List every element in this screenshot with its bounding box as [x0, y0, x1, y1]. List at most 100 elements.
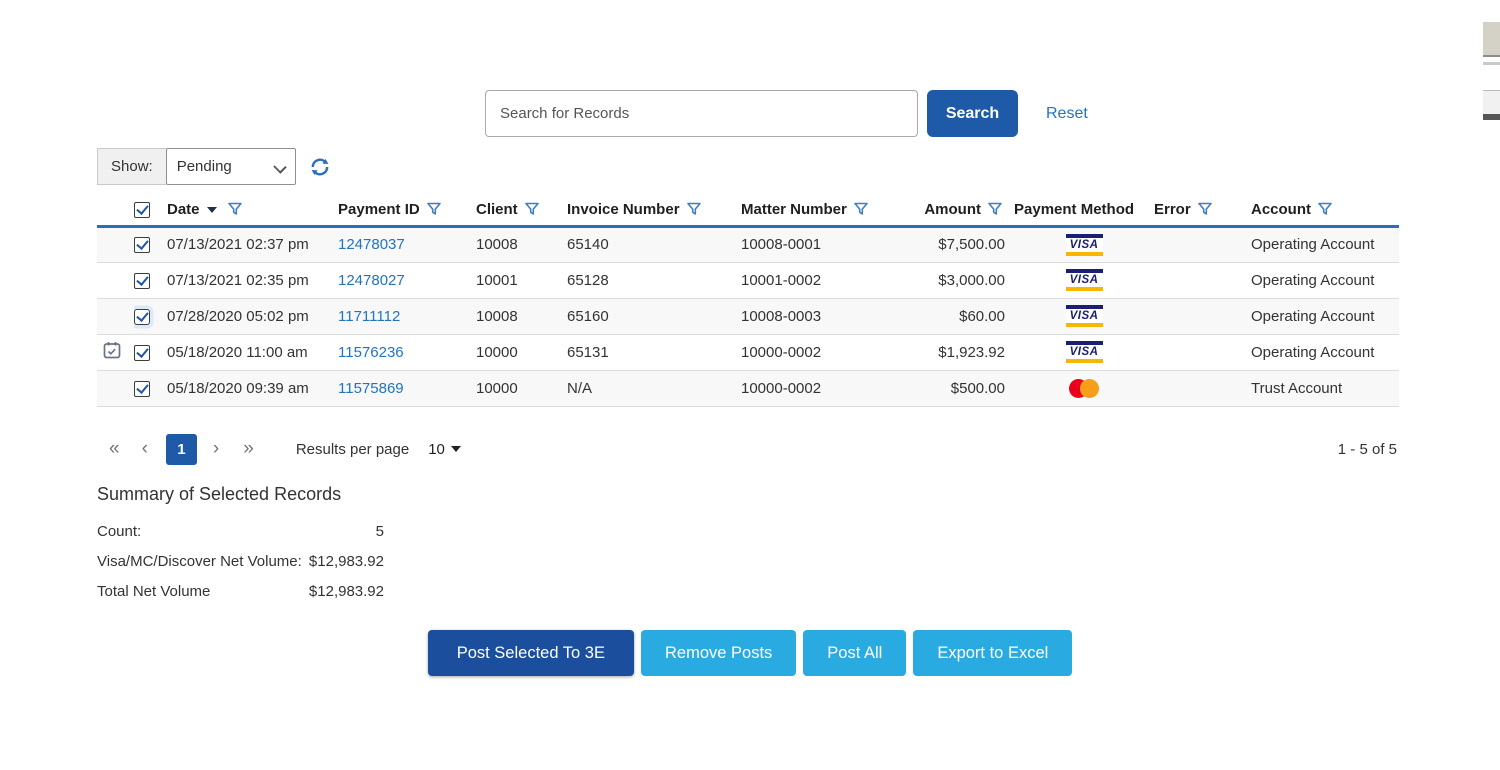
table-row: 07/13/2021 02:37 pm 12478037 10008 65140…: [97, 226, 1399, 263]
error-cell: [1154, 226, 1232, 263]
payment-method-cell: VISA: [1014, 298, 1154, 335]
amount-cell: $1,923.92: [919, 334, 1014, 371]
account-cell: Operating Account: [1232, 262, 1399, 299]
search-bar: Search Reset: [485, 90, 1088, 137]
column-label: Payment ID: [338, 201, 420, 219]
payment-id-link[interactable]: 11576236: [338, 343, 404, 361]
payment-method-cell: VISA: [1014, 226, 1154, 263]
column-header-date[interactable]: Date: [167, 195, 338, 228]
action-button-bar: Post Selected To 3E Remove Posts Post Al…: [0, 630, 1500, 676]
column-header-amount[interactable]: Amount: [919, 195, 1014, 228]
amount-cell: $500.00: [919, 370, 1014, 407]
gutter-cell: [97, 262, 134, 299]
column-header-payment-id[interactable]: Payment ID: [338, 195, 476, 228]
column-header-invoice-number[interactable]: Invoice Number: [567, 195, 741, 228]
card-brand-icon: VISA: [1065, 269, 1103, 291]
reset-link[interactable]: Reset: [1046, 104, 1088, 122]
table-row: 05/18/2020 11:00 am 11576236 10000 65131…: [97, 334, 1399, 371]
scrollbar-fragment[interactable]: [1483, 114, 1500, 120]
payment-id-cell: 12478037: [338, 226, 476, 263]
gutter-header: [97, 195, 134, 228]
remove-posts-button[interactable]: Remove Posts: [641, 630, 797, 676]
filter-icon[interactable]: [1318, 202, 1332, 216]
date-cell: 07/28/2020 05:02 pm: [167, 298, 338, 335]
show-filter: Show: Pending: [97, 148, 330, 185]
per-page-value: 10: [428, 440, 445, 458]
search-input[interactable]: [485, 90, 918, 137]
client-cell: 10000: [476, 370, 567, 407]
row-checkbox[interactable]: [134, 308, 150, 325]
matter-cell: 10008-0003: [741, 298, 919, 335]
card-brand-icon: VISA: [1065, 305, 1103, 327]
row-checkbox[interactable]: [134, 237, 150, 254]
payment-id-link[interactable]: 11575869: [338, 379, 404, 397]
select-all-checkbox[interactable]: [134, 202, 150, 219]
column-header-client[interactable]: Client: [476, 195, 567, 228]
summary-value: $12,983.92: [308, 583, 384, 600]
per-page-dropdown[interactable]: 10: [428, 441, 461, 458]
next-page-button[interactable]: ›: [212, 438, 220, 459]
payment-method-cell: VISA: [1014, 262, 1154, 299]
date-cell: 07/13/2021 02:35 pm: [167, 262, 338, 299]
post-all-button[interactable]: Post All: [803, 630, 907, 676]
column-header-matter-number[interactable]: Matter Number: [741, 195, 919, 228]
row-checkbox[interactable]: [134, 380, 150, 397]
row-checkbox-cell: [134, 298, 167, 335]
summary-row-card-volume: Visa/MC/Discover Net Volume: $12,983.92: [97, 553, 384, 570]
error-cell: [1154, 334, 1232, 371]
first-page-button[interactable]: «: [109, 438, 120, 459]
row-checkbox[interactable]: [134, 272, 150, 289]
filter-icon[interactable]: [854, 202, 868, 216]
page-number-button[interactable]: 1: [165, 433, 197, 465]
column-label: Amount: [924, 201, 981, 219]
filter-icon[interactable]: [524, 202, 539, 216]
refresh-icon[interactable]: [310, 157, 330, 177]
sort-desc-icon: [206, 206, 217, 213]
select-all-cell: [134, 195, 167, 228]
column-header-payment-method[interactable]: Payment Method: [1014, 195, 1154, 228]
payment-id-link[interactable]: 12478027: [338, 271, 405, 289]
column-label: Invoice Number: [567, 201, 680, 219]
summary-label: Total Net Volume: [97, 583, 211, 600]
column-label: Client: [476, 201, 518, 219]
date-cell: 05/18/2020 09:39 am: [167, 370, 338, 407]
error-cell: [1154, 370, 1232, 407]
payments-table: Date Payment ID Client Invoice Number Ma…: [97, 195, 1399, 407]
amount-cell: $60.00: [919, 298, 1014, 335]
matter-cell: 10000-0002: [741, 334, 919, 371]
post-selected-button[interactable]: Post Selected To 3E: [427, 630, 634, 676]
search-button[interactable]: Search: [927, 90, 1018, 137]
scrollbar-fragment[interactable]: [1483, 90, 1500, 114]
filter-icon[interactable]: [227, 202, 242, 216]
table-header-row: Date Payment ID Client Invoice Number Ma…: [97, 195, 1399, 228]
payment-id-link[interactable]: 12478037: [338, 236, 405, 253]
export-excel-button[interactable]: Export to Excel: [913, 630, 1073, 676]
row-checkbox-cell: [134, 262, 167, 299]
invoice-cell: N/A: [567, 370, 741, 407]
prev-page-button[interactable]: ‹: [141, 438, 148, 459]
chevron-down-icon: [450, 446, 461, 452]
account-cell: Trust Account: [1232, 370, 1399, 407]
filter-icon[interactable]: [426, 202, 441, 216]
column-label: Date: [167, 201, 200, 219]
column-label: Account: [1251, 201, 1311, 219]
column-header-error[interactable]: Error: [1154, 195, 1232, 228]
row-checkbox-cell: [134, 370, 167, 407]
matter-cell: 10008-0001: [741, 226, 919, 263]
last-page-button[interactable]: »: [243, 438, 254, 459]
table-row: 07/13/2021 02:35 pm 12478027 10001 65128…: [97, 262, 1399, 299]
row-checkbox-cell: [134, 226, 167, 263]
filter-icon[interactable]: [686, 202, 701, 216]
show-label: Show:: [97, 148, 166, 185]
gutter-cell: [97, 226, 134, 263]
error-cell: [1154, 298, 1232, 335]
summary-row-count: Count: 5: [97, 523, 384, 540]
column-header-account[interactable]: Account: [1232, 195, 1399, 228]
row-checkbox[interactable]: [134, 344, 150, 361]
filter-icon[interactable]: [1197, 202, 1212, 216]
payment-id-link[interactable]: 11711112: [338, 307, 401, 325]
filter-icon[interactable]: [988, 202, 1002, 216]
show-select[interactable]: Pending: [165, 148, 296, 185]
account-cell: Operating Account: [1232, 298, 1399, 335]
table-row: 05/18/2020 09:39 am 11575869 10000 N/A 1…: [97, 370, 1399, 407]
